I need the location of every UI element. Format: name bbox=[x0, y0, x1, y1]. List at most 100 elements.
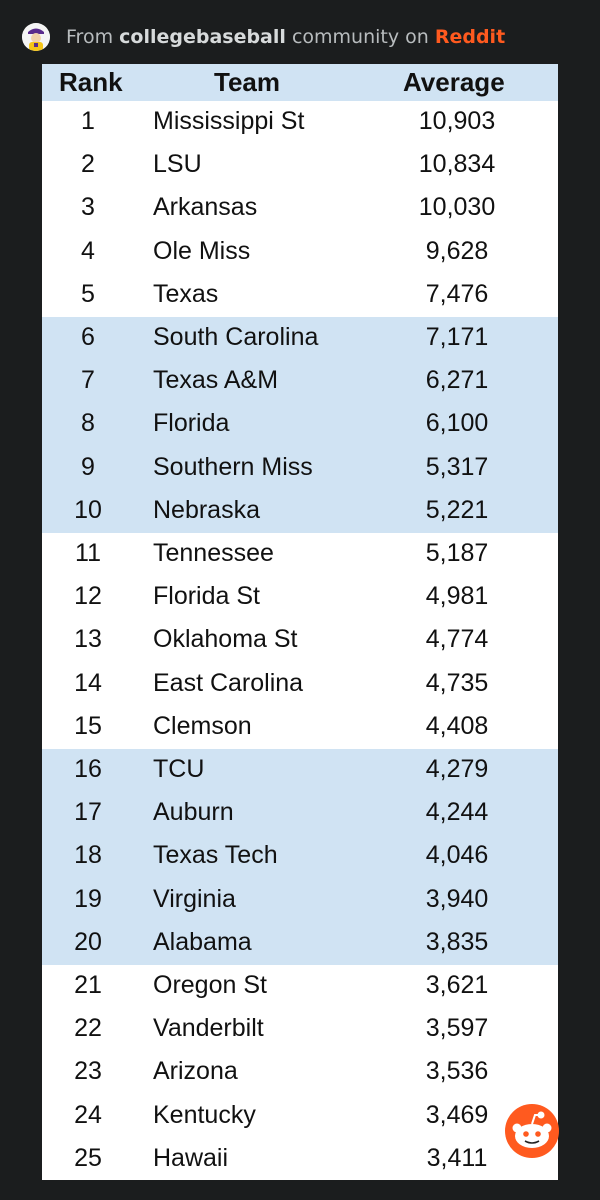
average-cell: 4,046 bbox=[425, 841, 489, 870]
table-row: 20 Alabama 3,835 bbox=[42, 921, 558, 965]
column-header-rank: Rank bbox=[59, 67, 123, 97]
average-cell: 5,221 bbox=[425, 495, 489, 524]
average-cell: 7,171 bbox=[425, 323, 489, 351]
table-row: 9 Southern Miss 5,317 bbox=[42, 446, 558, 490]
team-cell: Texas Tech bbox=[153, 841, 278, 870]
average-cell: 7,476 bbox=[425, 279, 489, 308]
team-cell: Texas A&M bbox=[153, 366, 279, 395]
team-cell: Arkansas bbox=[153, 193, 258, 222]
table-row: 24 Kentucky 3,469 bbox=[42, 1095, 558, 1138]
team-cell: Tennessee bbox=[153, 539, 274, 567]
average-cell: 3,536 bbox=[425, 1057, 489, 1086]
header-middle: community on bbox=[285, 26, 435, 48]
rank-cell: 3 bbox=[81, 193, 95, 222]
team-cell: TCU bbox=[153, 755, 205, 783]
team-cell: Oregon St bbox=[153, 971, 267, 999]
average-cell: 4,735 bbox=[425, 668, 489, 697]
average-cell: 4,244 bbox=[425, 798, 489, 827]
rank-cell: 14 bbox=[74, 668, 102, 697]
table-row: 13 Oklahoma St 4,774 bbox=[42, 619, 558, 662]
share-source-text: From collegebaseball community on Reddit bbox=[66, 26, 505, 48]
table-row: 23 Arizona 3,536 bbox=[42, 1051, 558, 1094]
rank-cell: 4 bbox=[81, 236, 95, 265]
rank-cell: 5 bbox=[81, 279, 95, 308]
average-cell: 3,597 bbox=[425, 1014, 489, 1043]
team-cell: Arizona bbox=[153, 1057, 238, 1086]
table-row: 4 Ole Miss 9,628 bbox=[42, 231, 558, 274]
average-cell: 4,279 bbox=[425, 755, 489, 783]
column-header-average: Average bbox=[403, 67, 505, 97]
average-cell: 5,187 bbox=[425, 539, 489, 567]
table-row: 6 South Carolina 7,171 bbox=[42, 317, 558, 361]
rank-cell: 10 bbox=[74, 495, 102, 524]
share-header: From collegebaseball community on Reddit bbox=[0, 0, 600, 64]
average-cell: 6,100 bbox=[425, 409, 489, 438]
table-row: 10 Nebraska 5,221 bbox=[42, 489, 558, 533]
average-cell: 3,621 bbox=[425, 971, 489, 999]
team-cell: Alabama bbox=[153, 927, 252, 956]
reddit-snoo-icon[interactable] bbox=[504, 1103, 560, 1159]
table-row: 21 Oregon St 3,621 bbox=[42, 965, 558, 1008]
team-cell: Southern Miss bbox=[153, 452, 313, 481]
team-cell: LSU bbox=[153, 150, 202, 179]
rank-cell: 16 bbox=[74, 755, 102, 783]
attendance-table: Rank Team Average 1 Mississippi St 10,903 2… bbox=[42, 64, 558, 1180]
team-cell: Auburn bbox=[153, 798, 234, 827]
table-row: 15 Clemson 4,408 bbox=[42, 706, 558, 749]
header-prefix: From bbox=[66, 26, 120, 48]
average-cell: 4,408 bbox=[425, 711, 489, 740]
rank-cell: 17 bbox=[74, 798, 102, 827]
rank-cell: 15 bbox=[74, 711, 102, 740]
team-cell: Ole Miss bbox=[153, 236, 251, 265]
average-cell: 3,469 bbox=[425, 1100, 489, 1129]
column-header-team: Team bbox=[214, 67, 280, 97]
team-cell: Nebraska bbox=[153, 495, 260, 524]
team-cell: Vanderbilt bbox=[153, 1014, 264, 1043]
table-row: 3 Arkansas 10,030 bbox=[42, 187, 558, 230]
team-cell: Florida bbox=[153, 409, 230, 438]
team-cell: Oklahoma St bbox=[153, 625, 298, 654]
rank-cell: 13 bbox=[74, 625, 102, 654]
average-cell: 3,835 bbox=[425, 927, 489, 956]
community-avatar-icon[interactable] bbox=[22, 23, 50, 51]
rank-cell: 21 bbox=[74, 971, 102, 999]
average-cell: 4,981 bbox=[425, 582, 489, 611]
table-row: 7 Texas A&M 6,271 bbox=[42, 360, 558, 404]
table-row: 25 Hawaii 3,411 bbox=[42, 1138, 558, 1180]
reddit-link[interactable]: Reddit bbox=[434, 26, 506, 48]
community-link[interactable]: collegebaseball bbox=[119, 26, 286, 48]
team-cell: Hawaii bbox=[153, 1143, 229, 1172]
team-cell: Kentucky bbox=[153, 1100, 256, 1129]
team-cell: East Carolina bbox=[153, 668, 304, 697]
rank-cell: 18 bbox=[74, 841, 102, 870]
rank-cell: 23 bbox=[74, 1057, 102, 1086]
team-cell: South Carolina bbox=[153, 323, 319, 351]
rank-cell: 19 bbox=[74, 884, 102, 913]
rank-cell: 1 bbox=[81, 107, 95, 135]
rank-cell: 22 bbox=[74, 1014, 102, 1043]
average-cell: 6,271 bbox=[425, 366, 489, 395]
rank-cell: 8 bbox=[81, 409, 95, 438]
team-cell: Virginia bbox=[153, 884, 236, 913]
rank-cell: 24 bbox=[74, 1100, 102, 1129]
table-row: 19 Virginia 3,940 bbox=[42, 878, 558, 922]
average-cell: 9,628 bbox=[425, 236, 489, 265]
team-cell: Texas bbox=[153, 279, 219, 308]
table-row: 5 Texas 7,476 bbox=[42, 274, 558, 317]
rank-cell: 6 bbox=[81, 323, 95, 351]
rank-cell: 9 bbox=[81, 452, 95, 481]
average-cell: 3,940 bbox=[425, 884, 489, 913]
team-cell: Clemson bbox=[153, 711, 252, 740]
table-row: 18 Texas Tech 4,046 bbox=[42, 835, 558, 879]
table-row: 14 East Carolina 4,735 bbox=[42, 663, 558, 706]
average-cell: 4,774 bbox=[425, 625, 489, 654]
table-row: 2 LSU 10,834 bbox=[42, 144, 558, 187]
rank-cell: 12 bbox=[74, 582, 102, 611]
average-cell: 10,903 bbox=[418, 107, 496, 135]
table-row: 12 Florida St 4,981 bbox=[42, 576, 558, 619]
rank-cell: 7 bbox=[81, 366, 95, 395]
table-header: Rank Team Average bbox=[42, 64, 558, 101]
table-row: 17 Auburn 4,244 bbox=[42, 792, 558, 836]
table-row: 22 Vanderbilt 3,597 bbox=[42, 1008, 558, 1051]
table-row: 8 Florida 6,100 bbox=[42, 403, 558, 447]
